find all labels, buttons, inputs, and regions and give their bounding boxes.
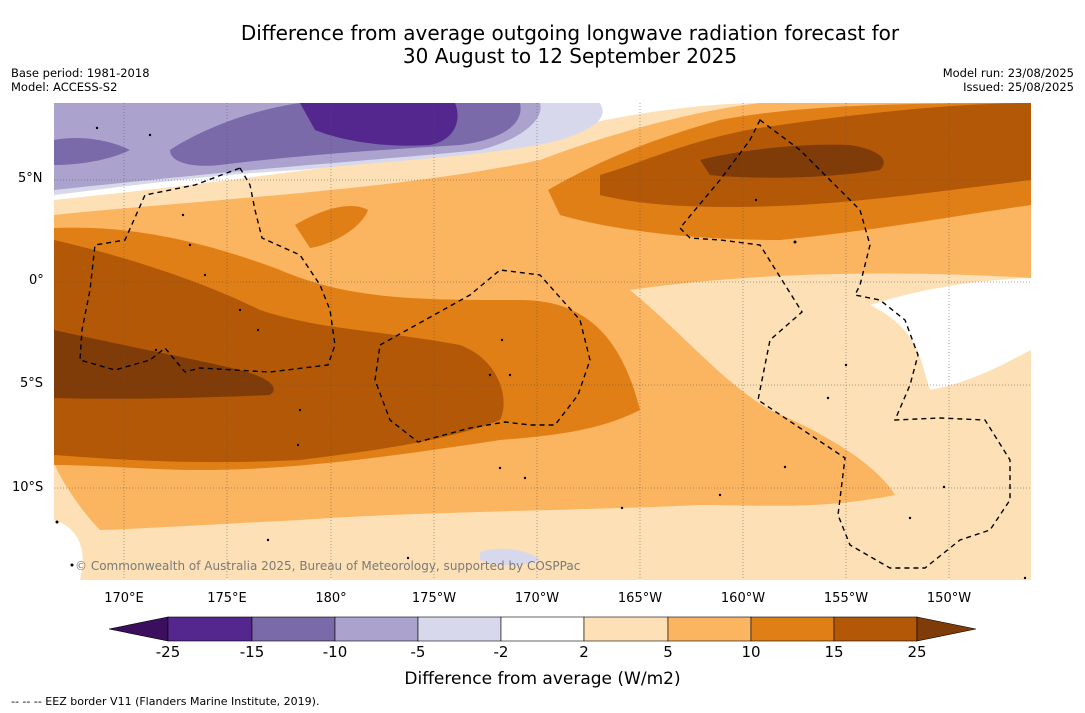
colorbar-extend-low (108, 616, 169, 642)
base-period-text: Base period: 1981-2018 (11, 66, 150, 80)
colorbar-bin-6 (583, 616, 669, 642)
lon-label-175w: 175°W (411, 591, 457, 606)
colorbar-tick-label: 25 (907, 643, 927, 661)
eez-border-kiribati-line (679, 118, 1011, 569)
colorbar-tick-label: 10 (741, 643, 761, 661)
model-text: Model: ACCESS-S2 (11, 80, 118, 94)
colorbar (108, 616, 977, 642)
colorbar-tick-label: -25 (155, 643, 181, 661)
colorbar-bin-1 (167, 616, 253, 642)
lat-label-10s: 10°S (12, 480, 44, 495)
colorbar-tick-label: 15 (824, 643, 844, 661)
colorbar-tick-label: -10 (322, 643, 348, 661)
colorbar-tick-label: 5 (663, 643, 673, 661)
chart-title: Difference from average outgoing longwav… (140, 22, 1000, 68)
colorbar-tick-label: 2 (579, 643, 589, 661)
colorbar-bin-3 (334, 616, 419, 642)
eez-borders (79, 118, 1011, 569)
colorbar-title: Difference from average (W/m2) (404, 669, 681, 689)
colorbar-extend-high (916, 616, 977, 642)
colorbar-bin-4 (417, 616, 502, 642)
colorbar-tick-label: -5 (410, 643, 426, 661)
colorbar-bin-8 (750, 616, 835, 642)
copyright-credit: © Commonwealth of Australia 2025, Bureau… (75, 559, 581, 573)
lon-label-175e: 175°E (207, 591, 247, 606)
lon-label-160w: 160°W (720, 591, 766, 606)
lon-label-170w: 170°W (514, 591, 560, 606)
colorbar-tick-label: -15 (239, 643, 265, 661)
anomaly-field (54, 103, 1031, 580)
title-line-2: 30 August to 12 September 2025 (402, 44, 738, 68)
lon-label-150w: 150°W (926, 591, 972, 606)
issued-text: Issued: 25/08/2025 (963, 80, 1074, 94)
eez-footnote: -- -- -- EEZ border V11 (Flanders Marine… (11, 695, 320, 708)
eez-border-tuvalu (79, 167, 336, 373)
model-run-text: Model run: 23/08/2025 (942, 66, 1074, 80)
lat-label-5n: 5°N (18, 171, 43, 186)
graticule (54, 103, 1031, 580)
lon-label-155w: 155°W (823, 591, 869, 606)
lat-label-0: 0° (29, 273, 44, 288)
title-line-1: Difference from average outgoing longwav… (240, 21, 900, 45)
eez-border-tokelau (374, 269, 591, 443)
lon-label-165w: 165°W (617, 591, 663, 606)
lat-label-5s: 5°S (20, 376, 44, 391)
colorbar-bin-9 (833, 616, 918, 642)
lon-label-180: 180° (315, 591, 347, 606)
meta-left: Base period: 1981-2018 Model: ACCESS-S2 (11, 66, 150, 94)
coastlines (55, 126, 1027, 580)
colorbar-tick-label: -2 (493, 643, 509, 661)
lon-label-170e: 170°E (104, 591, 144, 606)
colorbar-bin-7 (667, 616, 752, 642)
colorbar-bin-5 (500, 616, 585, 642)
meta-right: Model run: 23/08/2025 Issued: 25/08/2025 (943, 66, 1074, 94)
colorbar-bin-2 (251, 616, 336, 642)
